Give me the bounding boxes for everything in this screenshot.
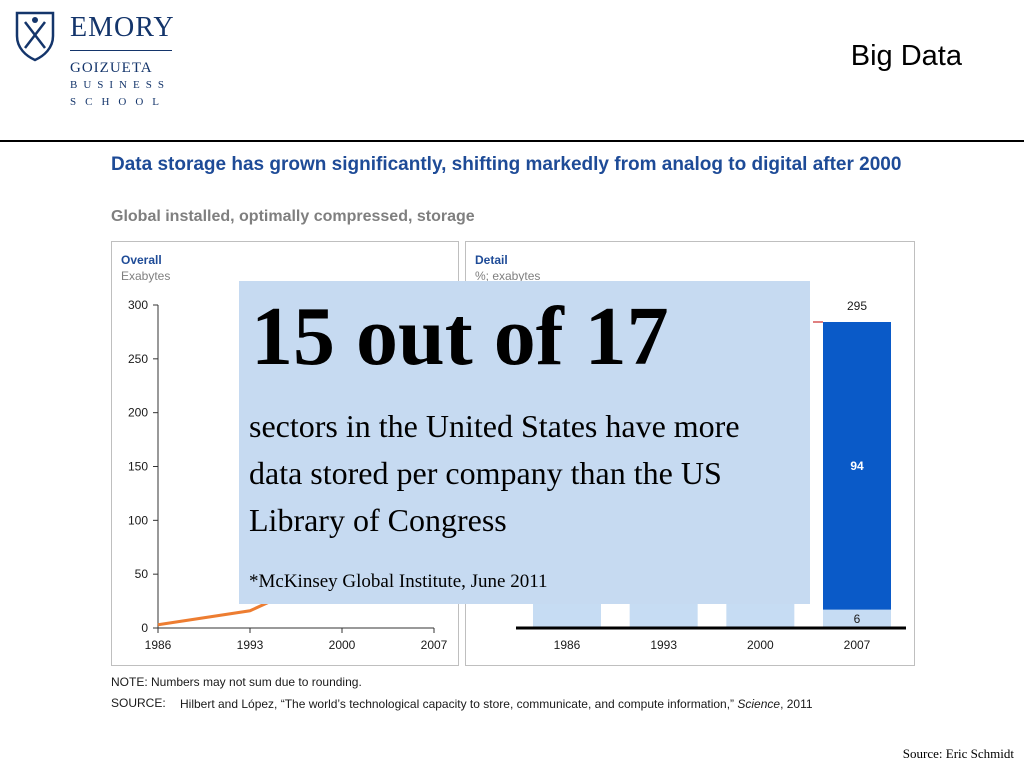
y-tick-label: 100 [128, 513, 148, 527]
x-tick-label: 2000 [329, 638, 356, 652]
bar-2007-digital [823, 322, 891, 610]
x-tick-label: 1993 [237, 638, 264, 652]
y-tick-label: 0 [141, 621, 148, 635]
source-journal: Science [737, 697, 781, 711]
callout-headline: 15 out of 17 [251, 290, 669, 383]
callout-box: 15 out of 17 sectors in the United State… [239, 281, 810, 604]
logo-school-line1: GOIZUETA [70, 60, 153, 76]
logo-school-line3: SCHOOL [70, 96, 169, 108]
bar-category-label: 1993 [650, 638, 677, 652]
chart-title: Data storage has grown significantly, sh… [111, 154, 902, 175]
chart-source-text: Hilbert and López, “The world’s technolo… [180, 696, 910, 713]
shield-icon [15, 11, 55, 62]
slide-title: Big Data [850, 40, 962, 72]
overall-panel-unit: Exabytes [121, 269, 171, 283]
bar-2007-total-label: 295 [847, 299, 867, 313]
logo-name: EMORY [70, 12, 175, 43]
bar-2007-digital-label: 94 [850, 459, 864, 473]
footer-credit: Source: Eric Schmidt [902, 746, 1014, 761]
y-tick-label: 250 [128, 352, 148, 366]
bar-category-label: 1986 [554, 638, 581, 652]
x-tick-label: 2007 [421, 638, 448, 652]
source-end: , 2011 [780, 697, 813, 711]
logo-school-line2: BUSINESS [70, 79, 170, 91]
callout-citation: *McKinsey Global Institute, June 2011 [249, 571, 548, 592]
x-tick-label: 1986 [145, 638, 172, 652]
y-tick-label: 300 [128, 298, 148, 312]
detail-panel-title: Detail [475, 253, 508, 267]
chart-note: NOTE: Numbers may not sum due to roundin… [111, 675, 362, 689]
callout-body: sectors in the United States have more d… [249, 408, 740, 538]
chart-subtitle: Global installed, optimally compressed, … [111, 208, 475, 225]
emory-goizueta-logo: EMORY GOIZUETA BUSINESS SCHOOL [14, 10, 184, 110]
detail-panel-unit: %; exabytes [475, 269, 541, 283]
overall-panel-title: Overall [121, 253, 162, 267]
y-tick-label: 50 [135, 567, 149, 581]
chart-source-label: SOURCE: [111, 696, 166, 710]
bar-category-label: 2000 [747, 638, 774, 652]
logo-divider [70, 50, 172, 51]
header-divider [0, 140, 1024, 142]
y-tick-label: 150 [128, 460, 148, 474]
bar-category-label: 2007 [844, 638, 871, 652]
bar-2007-analog-label: 6 [854, 612, 861, 626]
bar-2007-analog [823, 609, 891, 628]
source-main: Hilbert and López, “The world’s technolo… [180, 697, 738, 711]
y-tick-label: 200 [128, 406, 148, 420]
